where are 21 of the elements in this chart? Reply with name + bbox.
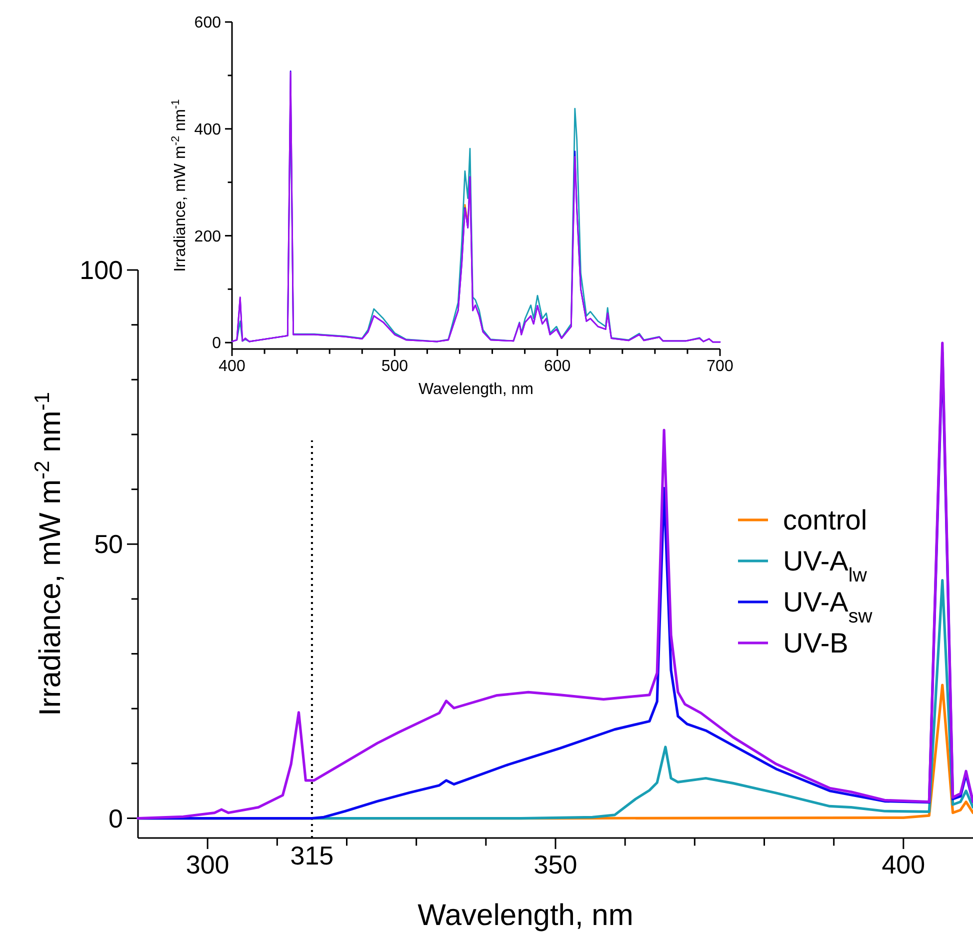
y-tick-label: 200 [194, 228, 222, 246]
y-tick-label: 0 [212, 335, 222, 352]
x-tick-label: 400 [218, 358, 246, 376]
legend-label: UV-A$_{lw}$ [783, 546, 868, 587]
x-tick-label: 300 [186, 850, 230, 880]
x-tick-label: 350 [534, 850, 578, 880]
legend-label: control [783, 504, 868, 536]
y-tick-label: 100 [80, 255, 123, 286]
x-tick-label: 400 [882, 850, 926, 880]
y-tick-label: 600 [194, 14, 222, 32]
y-tick-label: 400 [194, 121, 222, 138]
x-axis-title: Wavelength, nm [418, 381, 534, 398]
y-tick-label: 0 [108, 803, 123, 834]
x-axis-title: Wavelength, nm [418, 899, 634, 932]
legend-label: UV-A$_{sw}$ [783, 586, 874, 628]
y-tick-label: 50 [94, 529, 123, 560]
x-tick-label: 600 [544, 358, 571, 376]
x-tick-label: 500 [381, 358, 408, 376]
ref-line-label: 315 [290, 840, 334, 871]
legend-label: UV-B [783, 628, 848, 659]
x-tick-label: 700 [706, 358, 734, 376]
